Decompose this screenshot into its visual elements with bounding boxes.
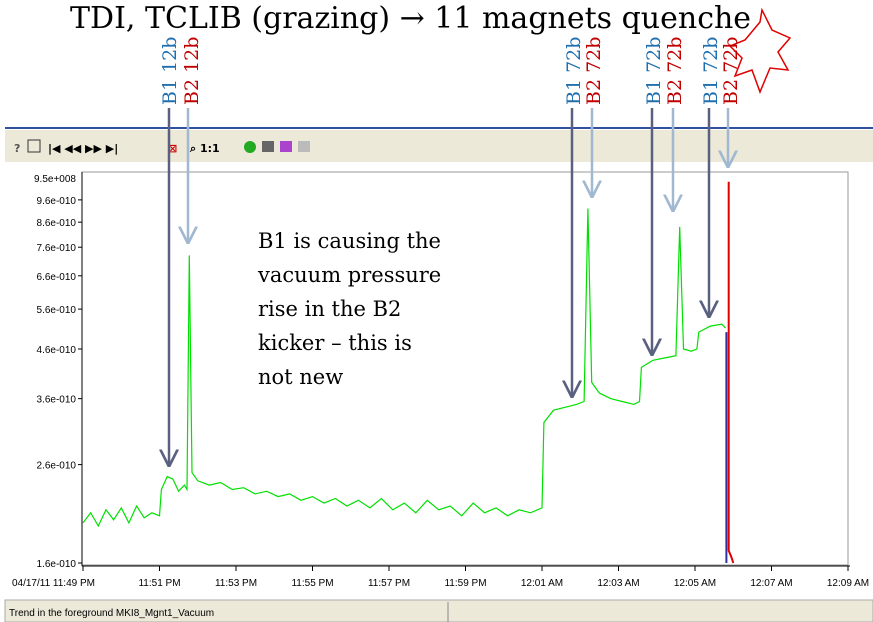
x-tick-label: 11:51 PM — [138, 578, 180, 589]
burst — [728, 7, 792, 95]
y-tick-label: 9.6e-010 — [37, 196, 77, 207]
arrow-label: B2 72b — [720, 37, 742, 105]
x-tick-label: 11:57 PM — [368, 578, 410, 589]
note-line: kicker – this is — [258, 331, 412, 355]
trend-line — [727, 181, 735, 564]
y-tick-label: 1.6e-010 — [37, 559, 77, 570]
arrow-label: B1 72b — [643, 37, 665, 105]
note-line: not new — [258, 365, 343, 389]
svg-text:⌕ 1:1: ⌕ 1:1 — [189, 142, 220, 155]
arrow-label: B1 12b — [159, 37, 181, 105]
arrow-label: B2 12b — [181, 37, 203, 105]
arrow-label: B2 72b — [664, 37, 686, 105]
note-line: B1 is causing the — [258, 229, 441, 253]
x-tick-label: 04/17/11 11:49 PM — [12, 578, 95, 589]
arrow-label: B1 72b — [700, 37, 722, 105]
arrows — [169, 108, 728, 465]
x-tick-label: 12:09 AM — [827, 578, 869, 589]
y-tick-label: 2.6e-010 — [37, 461, 77, 472]
toolbar-icons[interactable]: ? |◀ ◀◀ ▶▶ ▶| ⊠ ⌕ 1:1 — [14, 139, 310, 155]
trend-line — [82, 208, 727, 528]
y-tick-label: 7.6e-010 — [37, 243, 77, 254]
plot-area — [81, 171, 849, 566]
toolbar — [5, 130, 873, 162]
y-tick-label: 4.6e-010 — [37, 345, 77, 356]
y-tick-label: 8.6e-010 — [37, 218, 77, 229]
y-tick-label: 3.6e-010 — [37, 395, 77, 406]
x-tick-label: 12:03 AM — [597, 578, 639, 589]
svg-text:|◀ ◀◀ ▶▶ ▶|: |◀ ◀◀ ▶▶ ▶| — [48, 142, 118, 155]
arrow-label: B1 72b — [563, 37, 585, 105]
x-tick-label: 11:59 PM — [444, 578, 486, 589]
note-line: rise in the B2 — [258, 297, 401, 321]
status-bar — [4, 599, 873, 622]
svg-text:⊠: ⊠ — [168, 142, 177, 155]
x-tick-label: 11:53 PM — [215, 578, 257, 589]
y-tick-label: 5.6e-010 — [37, 305, 77, 316]
slide-title: TDI, TCLIB (grazing) → 11 magnets quench… — [70, 1, 751, 36]
y-tick-label: 6.6e-010 — [37, 272, 77, 283]
arrow-label: B2 72b — [583, 37, 605, 105]
y-top-label: 9.5e+008 — [34, 174, 76, 185]
x-tick-label: 12:01 AM — [521, 578, 563, 589]
x-tick-label: 11:55 PM — [291, 578, 333, 589]
svg-text:?: ? — [14, 142, 20, 155]
note-line: vacuum pressure — [257, 263, 441, 287]
x-tick-label: 12:05 AM — [674, 578, 716, 589]
status-text: Trend in the foreground MKI8_Mgnt1_Vacuu… — [9, 608, 214, 619]
x-tick-label: 12:07 AM — [750, 578, 792, 589]
